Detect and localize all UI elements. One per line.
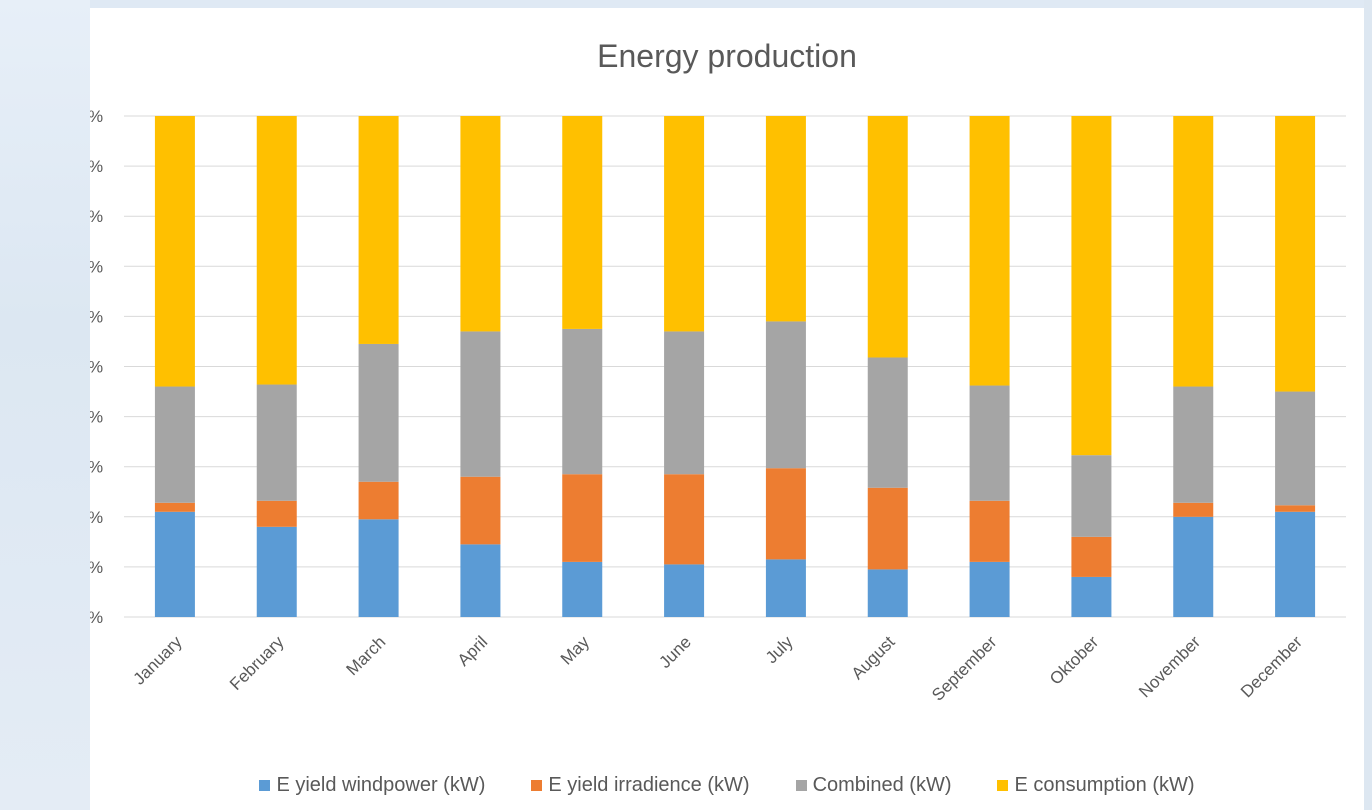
bar-segment-3 bbox=[969, 385, 1010, 501]
bar-segment-3 bbox=[154, 386, 195, 503]
bar-segment-3 bbox=[867, 357, 908, 488]
background-right bbox=[1364, 0, 1372, 810]
bar-segment-4 bbox=[1173, 116, 1214, 387]
y-tick-label: % bbox=[90, 257, 103, 276]
bar-segment-1 bbox=[460, 544, 501, 617]
x-tick-label: June bbox=[655, 632, 695, 672]
bar-segment-1 bbox=[1071, 576, 1112, 617]
bar-segment-1 bbox=[154, 511, 195, 617]
bar-segment-4 bbox=[154, 116, 195, 387]
bar-segment-1 bbox=[867, 569, 908, 617]
x-tick-label: Oktober bbox=[1046, 632, 1102, 688]
bar-segment-2 bbox=[1173, 502, 1214, 517]
bar-segment-4 bbox=[969, 116, 1010, 386]
bar-segment-1 bbox=[1173, 516, 1214, 617]
y-tick-label: % bbox=[90, 608, 103, 627]
bar-segment-4 bbox=[562, 116, 603, 329]
y-tick-label: % bbox=[90, 458, 103, 477]
x-tick-label: July bbox=[762, 632, 797, 667]
bar-segment-2 bbox=[256, 500, 297, 527]
bar-segment-4 bbox=[664, 116, 705, 332]
bar-segment-2 bbox=[154, 502, 195, 512]
bar-segment-4 bbox=[460, 116, 501, 332]
bar-segment-4 bbox=[358, 116, 399, 344]
y-tick-label: % bbox=[90, 157, 103, 176]
bar-segment-2 bbox=[867, 487, 908, 570]
x-tick-label: November bbox=[1135, 632, 1204, 701]
bar-segment-3 bbox=[256, 384, 297, 501]
bar-segment-4 bbox=[1275, 116, 1316, 392]
y-tick-label: % bbox=[90, 508, 103, 527]
bar-segment-1 bbox=[765, 559, 806, 617]
y-tick-label: % bbox=[90, 408, 103, 427]
bar-segment-1 bbox=[256, 526, 297, 617]
bar-segment-2 bbox=[664, 474, 705, 565]
chart-legend: E yield windpower (kW) E yield irradience… bbox=[90, 774, 1364, 797]
bar-segment-3 bbox=[664, 331, 705, 475]
x-tick-label: April bbox=[454, 632, 491, 669]
bar-segment-2 bbox=[765, 468, 806, 560]
y-tick-label: % bbox=[90, 358, 103, 377]
legend-label: Combined (kW) bbox=[812, 774, 952, 796]
bar-segment-2 bbox=[562, 474, 603, 562]
legend-item: E yield windpower (kW) bbox=[259, 774, 485, 797]
y-tick-label: % bbox=[90, 558, 103, 577]
legend-label: E yield irradience (kW) bbox=[548, 774, 750, 796]
legend-item: Combined (kW) bbox=[795, 774, 952, 797]
y-tick-label: % bbox=[90, 207, 103, 226]
chart-plot: %%%%%%%%%%% January February March April May J… bbox=[90, 107, 1346, 705]
bar-segment-2 bbox=[1071, 536, 1112, 577]
legend-item: E yield irradience (kW) bbox=[531, 774, 750, 797]
bar-segment-4 bbox=[1071, 116, 1112, 456]
bar-segment-3 bbox=[1071, 455, 1112, 537]
legend-swatch bbox=[795, 780, 807, 791]
background-left bbox=[0, 0, 90, 810]
x-tick-label: February bbox=[226, 632, 288, 694]
bar-segment-1 bbox=[358, 519, 399, 617]
bar-segment-2 bbox=[358, 481, 399, 520]
x-tick-label: September bbox=[928, 632, 1000, 704]
bar-segment-4 bbox=[867, 116, 908, 358]
x-tick-label: May bbox=[557, 632, 593, 668]
bar-segment-4 bbox=[256, 116, 297, 385]
legend-swatch bbox=[531, 780, 543, 791]
bar-segment-3 bbox=[460, 331, 501, 477]
y-tick-label: % bbox=[90, 107, 103, 126]
bar-segment-1 bbox=[664, 564, 705, 617]
x-tick-label: August bbox=[848, 632, 899, 683]
legend-swatch bbox=[997, 780, 1009, 791]
bar-segment-2 bbox=[460, 476, 501, 545]
bar-segment-1 bbox=[969, 561, 1010, 617]
x-tick-label: March bbox=[343, 632, 390, 679]
legend-item: E consumption (kW) bbox=[997, 774, 1195, 797]
x-tick-label: January bbox=[130, 632, 187, 689]
bar-segment-2 bbox=[969, 500, 1010, 562]
legend-swatch bbox=[259, 780, 271, 791]
legend-label: E consumption (kW) bbox=[1014, 774, 1195, 796]
bar-segment-1 bbox=[1275, 511, 1316, 617]
bar-segment-3 bbox=[765, 321, 806, 469]
bar-segment-4 bbox=[765, 116, 806, 322]
bar-segment-3 bbox=[1173, 386, 1214, 503]
legend-label: E yield windpower (kW) bbox=[276, 774, 486, 796]
bar-segment-3 bbox=[562, 328, 603, 475]
chart-panel: Energy production %%%%%%%%%%% January Febr… bbox=[90, 8, 1364, 810]
bar-segment-1 bbox=[562, 561, 603, 617]
bar-segment-3 bbox=[1275, 391, 1316, 506]
y-tick-label: % bbox=[90, 307, 103, 326]
bar-segment-2 bbox=[1275, 505, 1316, 512]
chart-title: Energy production bbox=[597, 38, 857, 74]
bar-segment-3 bbox=[358, 343, 399, 482]
x-tick-label: December bbox=[1237, 632, 1306, 701]
